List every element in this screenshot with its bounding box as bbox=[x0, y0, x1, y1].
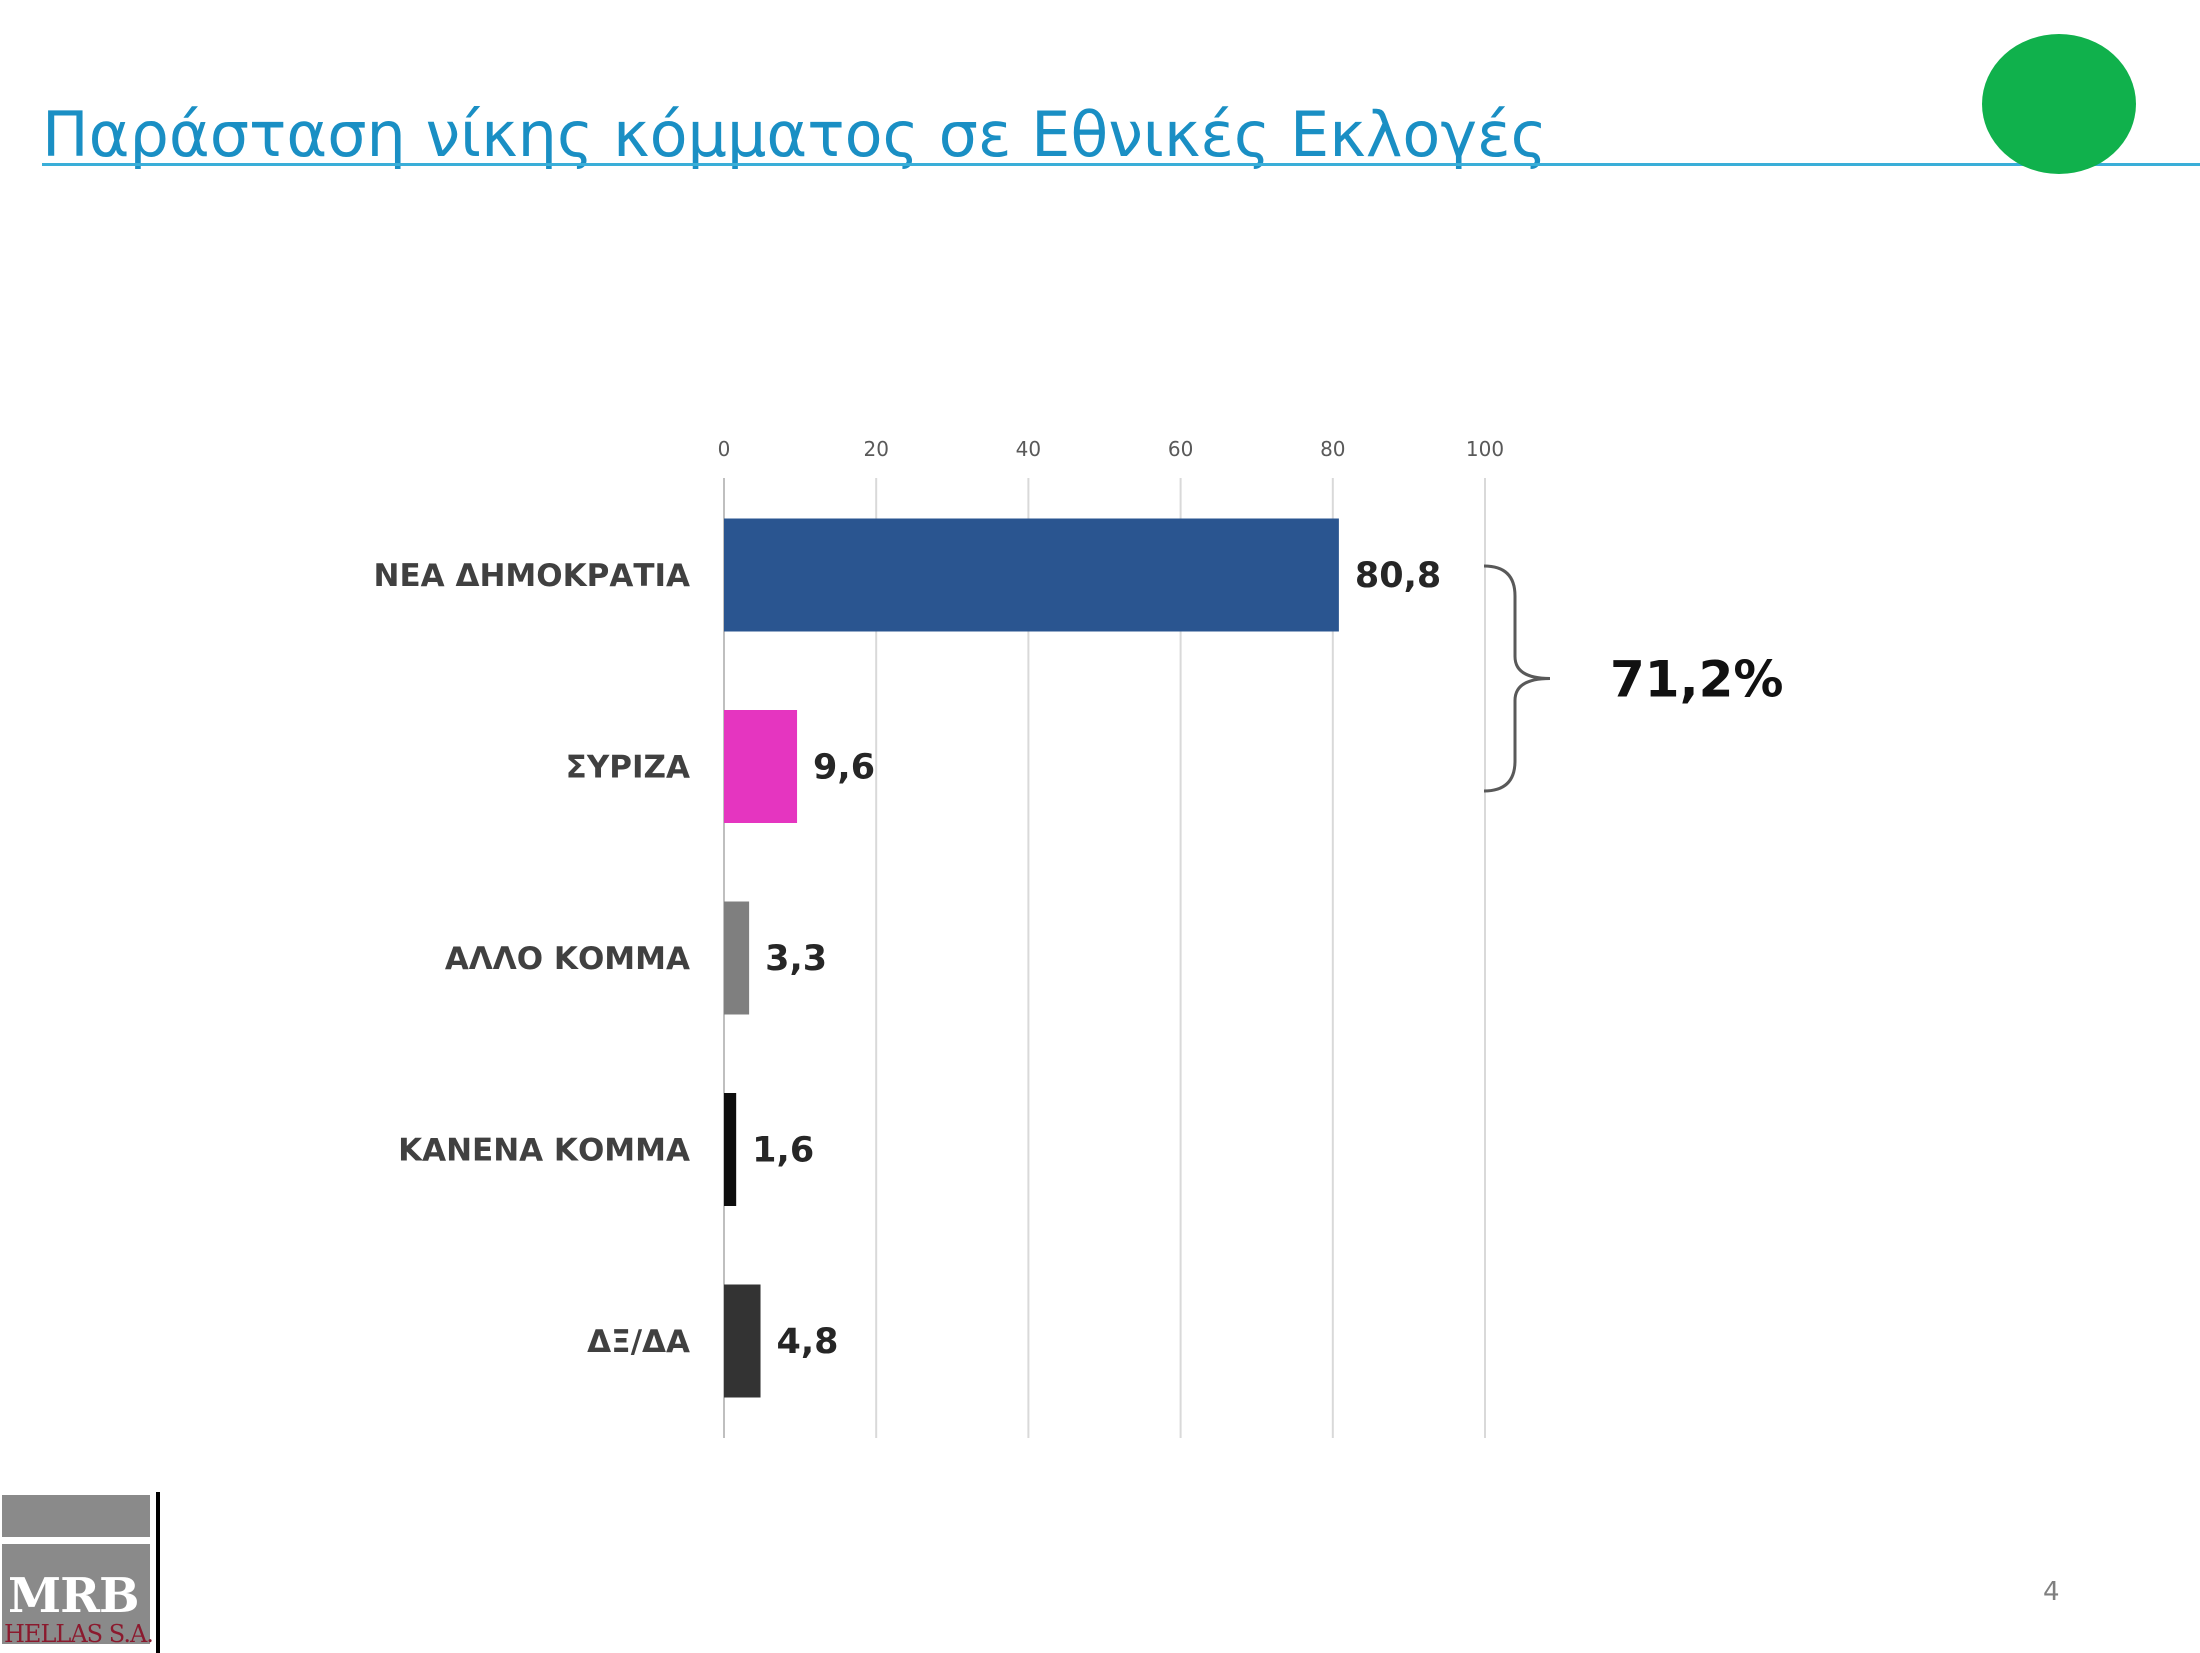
category-label: ΔΞ/ΔΑ bbox=[587, 1324, 690, 1360]
bar bbox=[724, 1284, 761, 1398]
logo-subtitle: HELLAS S.A. bbox=[4, 1620, 154, 1648]
data-label: 1,6 bbox=[752, 1131, 814, 1171]
chart-gridlines bbox=[723, 478, 1486, 1438]
data-label: 80,8 bbox=[1355, 556, 1441, 596]
x-tick-label: 60 bbox=[1168, 437, 1193, 461]
data-label: 4,8 bbox=[777, 1322, 839, 1362]
category-label: ΑΛΛΟ ΚΟΜΜΑ bbox=[445, 941, 690, 977]
brace-bracket bbox=[1483, 564, 1551, 793]
chart-bars bbox=[724, 518, 1339, 1398]
x-axis-ticks: 0 20 40 60 80 100 bbox=[718, 437, 1504, 461]
annotation-label: 71,2% bbox=[1610, 651, 1783, 709]
x-tick-label: 20 bbox=[863, 437, 888, 461]
category-label: ΚΑΝΕΝΑ ΚΟΜΜΑ bbox=[398, 1133, 690, 1169]
page-number: 4 bbox=[2043, 1577, 2060, 1607]
bar bbox=[724, 710, 798, 823]
company-logo: MRB HELLAS S.A. bbox=[2, 1492, 162, 1653]
bar bbox=[724, 901, 750, 1015]
x-tick-label: 40 bbox=[1016, 437, 1041, 461]
page-title: Παράσταση νίκης κόμματος σε Εθνικές Εκλο… bbox=[42, 98, 1547, 171]
data-label: 9,6 bbox=[813, 748, 875, 788]
data-label: 3,3 bbox=[765, 939, 827, 979]
x-tick-label: 0 bbox=[718, 437, 731, 461]
logo-name: MRB bbox=[8, 1568, 140, 1624]
category-label: ΣΥΡΙΖΑ bbox=[566, 750, 690, 786]
category-label: ΝΕΑ ΔΗΜΟΚΡΑΤΙΑ bbox=[374, 558, 690, 594]
title-divider bbox=[42, 163, 2200, 166]
chart-labels: ΝΕΑ ΔΗΜΟΚΡΑΤΙΑ 80,8 ΣΥΡΙΖΑ 9,6 ΑΛΛΟ ΚΟΜΜΑ 3,3… bbox=[374, 556, 1442, 1362]
status-dot-icon bbox=[1982, 34, 2136, 174]
chart-annotation: 71,2% bbox=[1483, 564, 1783, 793]
bar bbox=[724, 1093, 737, 1206]
bar bbox=[724, 518, 1339, 632]
x-tick-label: 80 bbox=[1320, 437, 1345, 461]
x-tick-label: 100 bbox=[1466, 437, 1504, 461]
